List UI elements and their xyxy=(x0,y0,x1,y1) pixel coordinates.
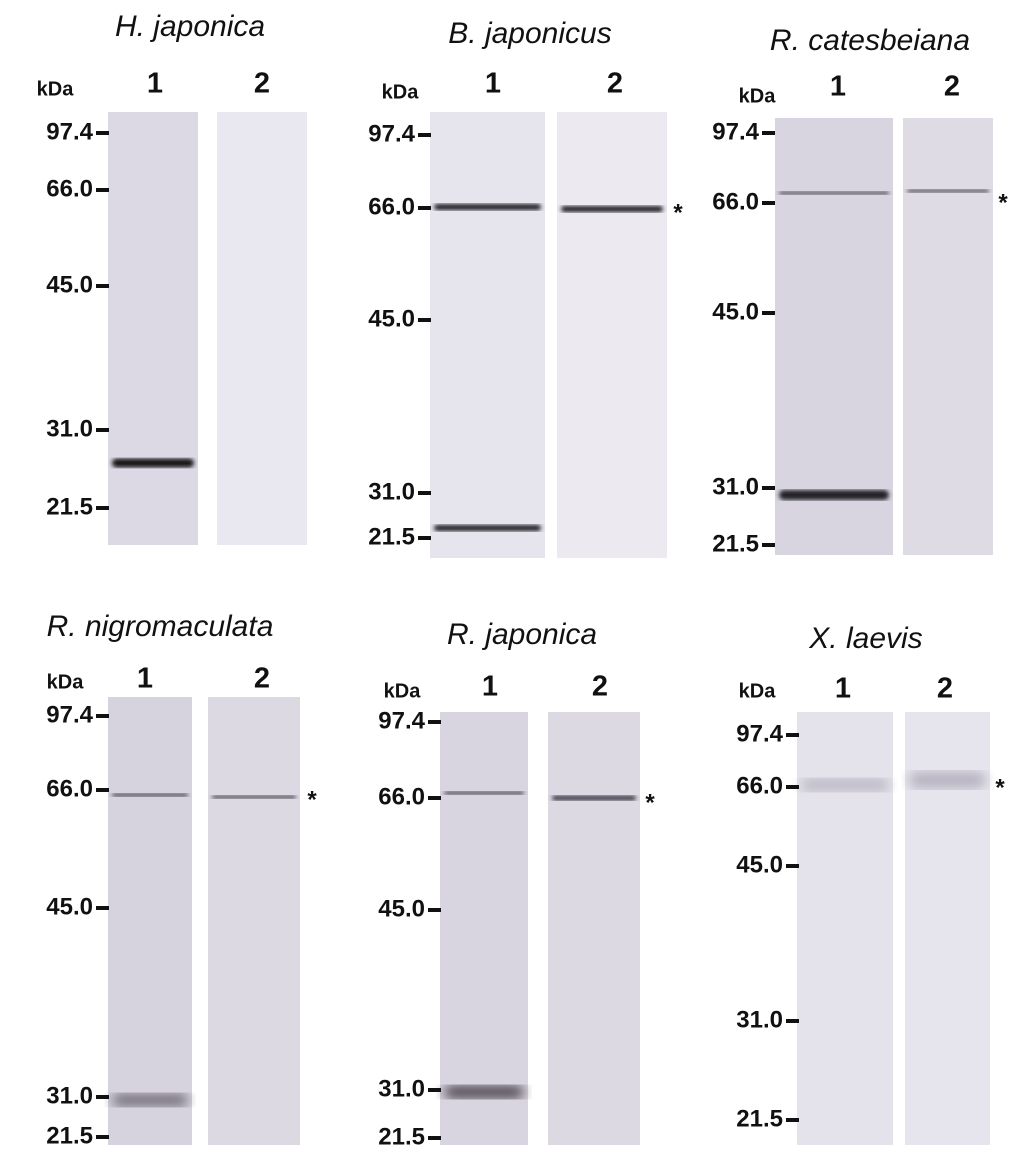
panel-title: H. japonica xyxy=(115,10,265,43)
band xyxy=(112,794,188,797)
band xyxy=(112,459,194,468)
marker-label: 66.0 xyxy=(46,775,93,802)
gel-lane xyxy=(440,712,528,1145)
band xyxy=(212,796,296,799)
band xyxy=(779,192,889,195)
asterisk: * xyxy=(645,789,655,816)
gel-lane xyxy=(548,712,640,1145)
blot-panel: X. laevis kDa 1 2 97.4 66.0 45.0 31.0 21.5 * xyxy=(736,622,1005,1145)
marker-label: 66.0 xyxy=(378,783,425,810)
lane-label: 2 xyxy=(254,68,270,100)
unit-label: kDa xyxy=(37,78,75,100)
band xyxy=(909,772,986,788)
marker-label: 97.4 xyxy=(712,118,759,145)
marker-label: 97.4 xyxy=(46,701,93,728)
band xyxy=(552,796,636,801)
band xyxy=(444,792,524,795)
marker-label: 45.0 xyxy=(46,893,93,920)
panel-title: R. nigromaculata xyxy=(47,610,274,643)
blot-panel: R. catesbeiana kDa 1 2 97.4 66.0 45.0 31.0 21.5 * xyxy=(712,24,1008,557)
band xyxy=(801,779,889,791)
marker-label: 21.5 xyxy=(368,523,415,550)
marker-label: 45.0 xyxy=(368,305,415,332)
gel-lane xyxy=(903,118,993,555)
marker-label: 97.4 xyxy=(378,707,425,734)
lane-label: 1 xyxy=(830,71,846,103)
lane-label: 2 xyxy=(937,673,953,705)
marker-label: 66.0 xyxy=(368,193,415,220)
lane-label: 1 xyxy=(482,671,498,703)
marker-label: 21.5 xyxy=(712,530,759,557)
band xyxy=(112,1094,188,1106)
lane-label: 1 xyxy=(485,68,501,100)
marker-label: 66.0 xyxy=(712,188,759,215)
unit-label: kDa xyxy=(384,680,422,702)
marker-label: 31.0 xyxy=(368,478,415,505)
lane-label: 2 xyxy=(607,68,623,100)
band xyxy=(434,204,541,210)
panel-title: R. japonica xyxy=(447,618,597,651)
lane-label: 1 xyxy=(147,68,163,100)
marker-label: 31.0 xyxy=(736,1006,783,1033)
blot-panel: R. japonica kDa 1 2 97.4 66.0 45.0 31.0 21.5 * xyxy=(378,618,655,1150)
band xyxy=(434,525,541,531)
gel-lane xyxy=(430,112,545,558)
lane-label: 1 xyxy=(137,663,153,695)
figure: H. japonicakDa1297.466.045.031.021.5B. j… xyxy=(0,0,1017,1154)
blot-panel: R. nigromaculata kDa 1 2 97.4 66.0 45.0 31.0 21.… xyxy=(46,610,317,1149)
band xyxy=(907,190,989,193)
gel-lane xyxy=(208,697,300,1145)
marker-label: 45.0 xyxy=(736,851,783,878)
band xyxy=(444,1086,524,1098)
unit-label: kDa xyxy=(382,81,420,103)
lane-label: 2 xyxy=(254,663,270,695)
marker-label: 21.5 xyxy=(46,1122,93,1149)
panel-title: B. japonicus xyxy=(448,17,611,50)
gel-lane xyxy=(217,112,307,545)
marker-label: 45.0 xyxy=(46,271,93,298)
marker-label: 21.5 xyxy=(736,1105,783,1132)
asterisk: * xyxy=(673,199,683,226)
marker-label: 97.4 xyxy=(368,120,415,147)
marker-label: 66.0 xyxy=(736,772,783,799)
gel-lane xyxy=(557,112,667,558)
blot-panel: B. japonicus kDa 1 2 97.4 66.0 45.0 31.0 21.5 * xyxy=(368,17,683,558)
marker-label: 45.0 xyxy=(712,298,759,325)
marker-label: 66.0 xyxy=(46,175,93,202)
lane-label: 1 xyxy=(835,673,851,705)
gel-lane xyxy=(108,697,192,1145)
marker-label: 97.4 xyxy=(46,118,93,145)
marker-label: 21.5 xyxy=(378,1123,425,1150)
marker-label: 31.0 xyxy=(46,1082,93,1109)
gel-lane xyxy=(797,712,893,1145)
blot-panel: H. japonica kDa 1 2 97.4 66.0 45.0 31.0 21.5 xyxy=(37,10,307,545)
asterisk: * xyxy=(995,774,1005,801)
marker-label: 97.4 xyxy=(736,720,783,747)
band xyxy=(561,206,663,212)
unit-label: kDa xyxy=(739,85,777,107)
asterisk: * xyxy=(998,189,1008,216)
marker-label: 21.5 xyxy=(46,493,93,520)
gel-lane xyxy=(775,118,893,555)
panel-title: X. laevis xyxy=(808,622,922,655)
unit-label: kDa xyxy=(739,680,777,702)
panel-title: R. catesbeiana xyxy=(770,24,970,57)
lane-label: 2 xyxy=(944,71,960,103)
marker-label: 31.0 xyxy=(712,473,759,500)
marker-label: 31.0 xyxy=(378,1075,425,1102)
unit-label: kDa xyxy=(47,671,85,693)
marker-label: 31.0 xyxy=(46,415,93,442)
marker-label: 45.0 xyxy=(378,895,425,922)
band xyxy=(779,490,889,500)
lane-label: 2 xyxy=(592,671,608,703)
asterisk: * xyxy=(307,786,317,813)
gel-lane xyxy=(108,112,198,545)
